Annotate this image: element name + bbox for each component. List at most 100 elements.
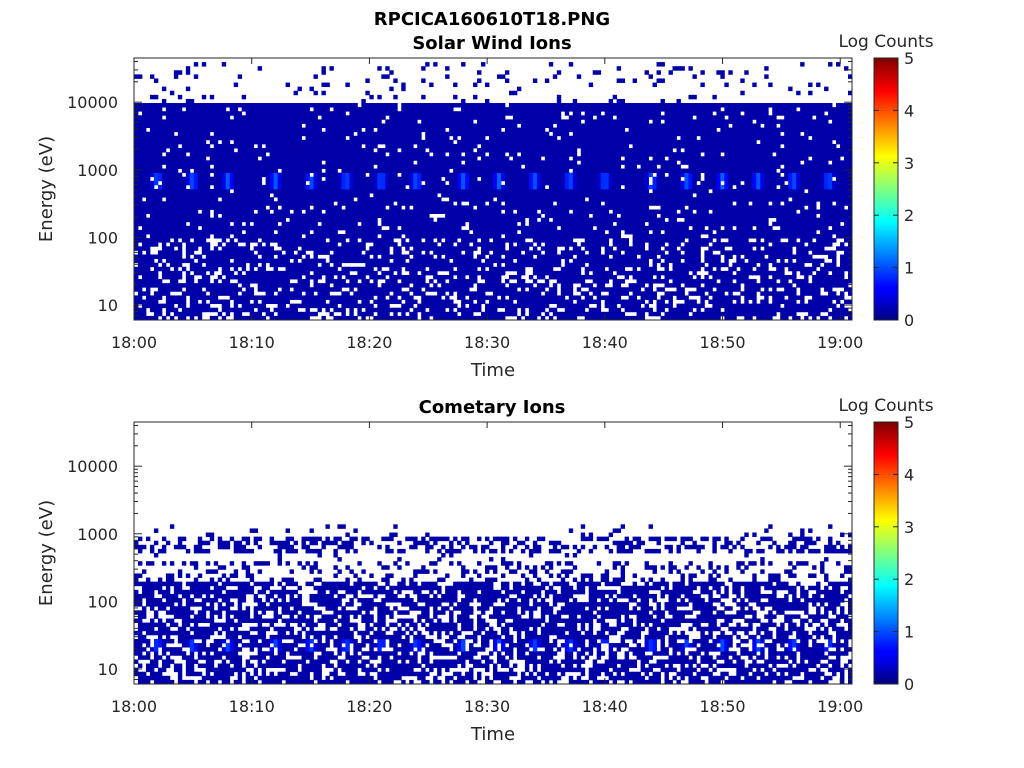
spectrogram-cell	[317, 148, 322, 153]
spectrogram-cell	[373, 111, 378, 116]
spectrogram-cell	[524, 299, 530, 305]
spectrogram-cell	[425, 254, 430, 259]
spectrogram-cell	[317, 180, 322, 186]
spectrogram-cell	[481, 143, 486, 149]
spectrogram-cell	[512, 246, 518, 251]
spectrogram-cell	[493, 287, 498, 292]
spectrogram-cell	[417, 205, 422, 210]
spectrogram-cell	[473, 291, 478, 296]
spectrogram-cell	[449, 205, 454, 210]
spectrogram-cell	[433, 274, 438, 280]
spectrogram-cell	[477, 205, 482, 210]
spectrogram-cell	[405, 307, 410, 313]
spectrogram-cell	[269, 127, 275, 133]
spectrogram-cell	[153, 213, 159, 219]
spectrogram-cell	[305, 307, 310, 313]
spectrogram-cell	[221, 148, 227, 153]
spectrogram-cell	[173, 299, 179, 305]
spectrogram-cell	[389, 131, 394, 137]
spectrogram-cell	[421, 193, 426, 198]
spectrogram-cell	[413, 299, 418, 305]
spectrogram-cell	[500, 168, 506, 174]
spectrogram-cell	[409, 184, 414, 190]
spectrogram-cell	[389, 152, 394, 157]
spectrogram-cell	[153, 123, 159, 128]
spectrogram-cell	[485, 98, 490, 104]
spectrogram-cell	[197, 143, 203, 149]
spectrogram-cell	[193, 254, 199, 259]
spectrogram-cell	[361, 234, 366, 239]
spectrogram-cell	[489, 180, 494, 186]
spectrogram-cell	[161, 315, 167, 320]
spectrogram-cell	[305, 234, 310, 239]
spectrogram-cell	[145, 172, 151, 178]
spectrogram-cell	[297, 168, 302, 174]
spectrogram-cell	[297, 229, 302, 235]
spectrogram-cell	[425, 184, 430, 190]
spectrogram-cell	[485, 148, 490, 153]
spectrogram-cell	[193, 209, 199, 214]
spectrogram-cell	[209, 217, 215, 223]
spectrogram-cell	[341, 213, 346, 219]
spectrogram-cell	[149, 180, 155, 186]
spectrogram-cell	[421, 148, 426, 153]
spectrogram-cell	[532, 295, 538, 300]
spectrogram-cell	[512, 291, 518, 296]
spectrogram-cell	[516, 201, 522, 206]
spectrogram-cell	[345, 143, 350, 149]
spectrogram-cell	[221, 213, 227, 219]
spectrogram-cell	[377, 184, 382, 190]
spectrogram-cell	[177, 295, 183, 300]
spectrogram-cell	[153, 201, 159, 206]
spectrogram-cell	[489, 123, 494, 128]
spectrogram-cell	[225, 111, 231, 116]
spectrogram-cell	[353, 176, 358, 182]
spectrogram-cell	[137, 160, 143, 165]
spectrogram-cell	[209, 135, 215, 141]
spectrogram-cell	[273, 184, 278, 190]
spectrogram-cell	[185, 250, 191, 255]
spectrogram-cell	[329, 131, 334, 137]
spectrogram-cell	[193, 184, 199, 190]
spectrogram-cell	[161, 156, 167, 161]
spectrogram-cell	[508, 258, 514, 264]
spectrogram-cell	[221, 279, 227, 284]
spectrogram-cell	[333, 135, 338, 141]
spectrogram-cell	[153, 119, 159, 124]
spectrogram-cell	[329, 311, 334, 317]
spectrogram-cell	[233, 254, 239, 259]
spectrogram-cell	[409, 209, 414, 214]
spectrogram-cell	[345, 246, 350, 251]
spectrogram-cell	[241, 168, 247, 174]
spectrogram-cell	[169, 225, 175, 231]
spectrogram-cell	[189, 131, 195, 137]
spectrogram-cell	[337, 217, 342, 223]
spectrogram-cell	[496, 184, 502, 190]
spectrogram-cell	[221, 283, 227, 288]
spectrogram-cell	[229, 262, 235, 268]
spectrogram-cell	[365, 266, 370, 272]
spectrogram-cell	[349, 209, 354, 214]
spectrogram-cell	[253, 168, 259, 174]
spectrogram-cell	[333, 107, 338, 112]
spectrogram-cell	[225, 221, 231, 227]
spectrogram-cell	[305, 135, 310, 141]
spectrogram-cell	[277, 209, 282, 214]
spectrogram-cell	[345, 148, 350, 153]
spectrogram-cell	[357, 107, 362, 112]
spectrogram-cell	[373, 131, 378, 137]
spectrogram-cell	[141, 262, 147, 268]
spectrogram-cell	[317, 197, 322, 202]
spectrogram-cell	[297, 287, 302, 292]
spectrogram-cell	[453, 311, 458, 317]
spectrogram-cell	[528, 205, 534, 210]
spectrogram-cell	[241, 172, 247, 178]
spectrogram-cell	[493, 131, 498, 137]
spectrogram-cell	[536, 274, 542, 280]
spectrogram-cell	[321, 90, 326, 96]
spectrogram-cell	[233, 205, 239, 210]
spectrogram-cell	[528, 299, 534, 305]
spectrogram-cell	[493, 311, 498, 317]
spectrogram-cell	[205, 152, 211, 157]
spectrogram-cell	[309, 156, 314, 161]
